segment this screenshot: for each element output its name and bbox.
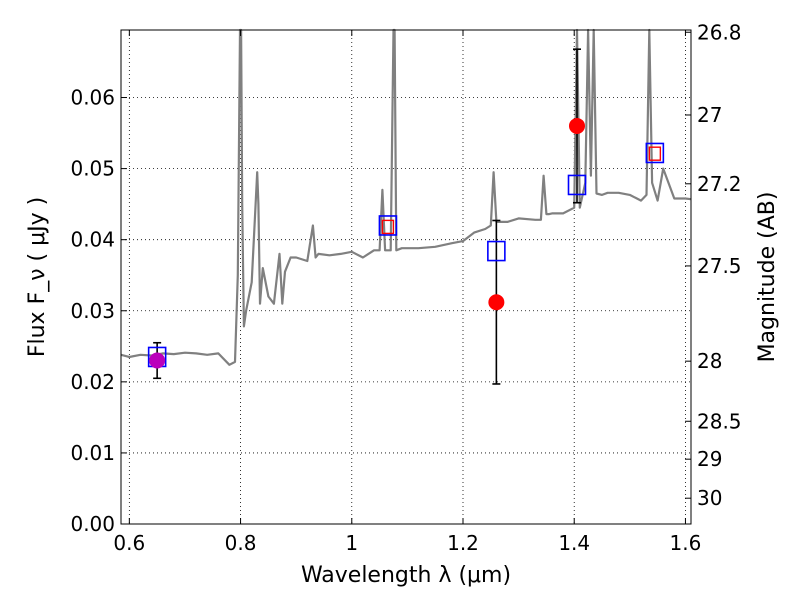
model-photometry-square xyxy=(567,174,587,196)
right-tick-label: 28.5 xyxy=(697,409,742,433)
right-tick-label: 27 xyxy=(697,103,722,127)
right-tick-label: 26.8 xyxy=(697,20,742,44)
right-tick-label: 27.2 xyxy=(697,172,742,196)
observed-flux-point xyxy=(488,294,505,311)
x-tick-label: 0.6 xyxy=(113,531,145,555)
x-tick-label: 1.4 xyxy=(558,531,590,555)
y-tick-label: 0.00 xyxy=(70,512,115,536)
ticks-layer: 0.6 0.8 1 1.2 1.4 1.6 0.00 0.01 0.02 0.03 0.04 0.05… xyxy=(70,20,741,555)
y-axis-right-label: Magnitude (AB) xyxy=(755,192,780,363)
observed-red-square xyxy=(648,146,662,161)
x-axis-label: Wavelength λ (μm) xyxy=(301,563,511,588)
model-photometry-square xyxy=(378,215,398,236)
grid-lines xyxy=(121,30,691,525)
y-tick-label: 0.03 xyxy=(70,299,115,323)
model-photometry-square xyxy=(645,142,665,164)
observed-flux-point xyxy=(569,117,585,134)
y-tick-label: 0.02 xyxy=(70,370,115,394)
observed-flux-point xyxy=(149,352,166,369)
right-tick-label: 27.5 xyxy=(697,254,742,278)
right-tick-label: 28 xyxy=(697,349,722,373)
y-axis-label: Flux F_ν ( μJy ) xyxy=(25,197,50,357)
model-spectrum-line xyxy=(120,28,692,366)
y-tick-label: 0.05 xyxy=(70,157,115,181)
plot-frame xyxy=(120,29,692,525)
observed-red-square xyxy=(381,219,395,235)
x-tick-label: 1.6 xyxy=(670,531,702,555)
x-tick-label: 0.8 xyxy=(225,531,257,555)
series-layer xyxy=(120,28,692,385)
y-tick-label: 0.01 xyxy=(70,441,115,465)
x-tick-label: 1 xyxy=(345,531,358,555)
model-photometry-square xyxy=(487,240,506,262)
right-tick-label: 29 xyxy=(697,447,722,471)
x-tick-label: 1.2 xyxy=(447,531,479,555)
y-tick-label: 0.06 xyxy=(70,86,115,110)
y-tick-label: 0.04 xyxy=(70,228,115,252)
right-tick-label: 30 xyxy=(697,486,722,510)
